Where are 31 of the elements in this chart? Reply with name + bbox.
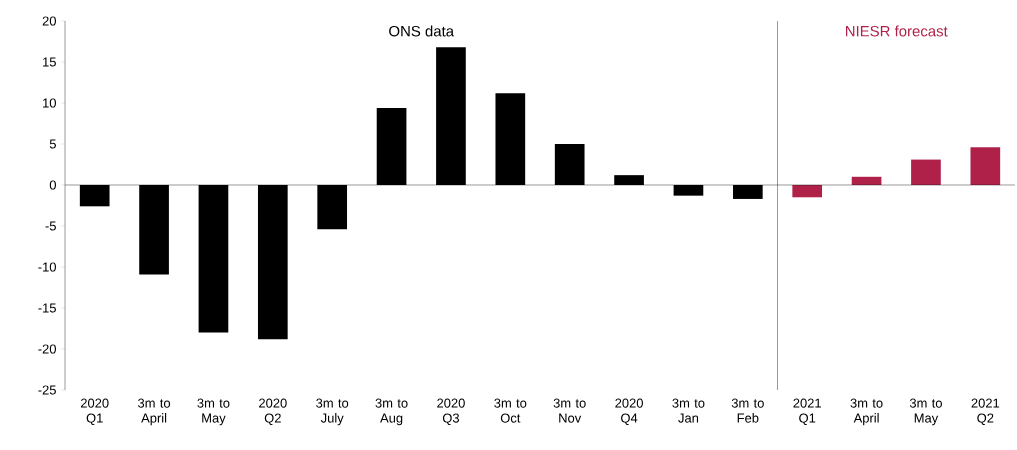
x-tick-label: 3m to Feb bbox=[731, 398, 764, 423]
x-tick-label: 3m to Nov bbox=[553, 398, 586, 423]
x-tick-label: 2020 Q3 bbox=[437, 398, 465, 425]
x-tick-label: 3m to Aug bbox=[375, 398, 408, 426]
y-tick-label: 15 bbox=[43, 57, 56, 67]
y-tick-label: 5 bbox=[49, 139, 56, 149]
x-tick-label: 2021 Q1 bbox=[793, 398, 821, 425]
x-tick-label: 3m to May bbox=[197, 398, 230, 426]
x-tick-label: 3m to April bbox=[850, 398, 883, 426]
y-tick-label: -10 bbox=[38, 262, 56, 272]
bar bbox=[792, 185, 823, 198]
y-tick-label: -25 bbox=[38, 385, 56, 395]
y-tick-label: 20 bbox=[42, 16, 56, 26]
x-tick-label: 2020 Q4 bbox=[615, 398, 643, 425]
y-tick-label: -15 bbox=[38, 303, 56, 313]
bar bbox=[970, 147, 1001, 185]
x-tick-label: 3m to Oct bbox=[494, 398, 527, 423]
x-tick-label: 3m to April bbox=[138, 398, 171, 426]
x-tick-label: 3m to Jan bbox=[672, 398, 705, 423]
annotation: ONS data bbox=[389, 25, 455, 37]
x-tick-label: 3m to July bbox=[316, 398, 349, 426]
y-tick-label: 0 bbox=[49, 180, 56, 190]
y-tick-label: -5 bbox=[45, 221, 56, 231]
y-tick-label: -20 bbox=[38, 344, 56, 354]
x-tick-label: 3m to May bbox=[909, 398, 942, 426]
y-tick-label: 10 bbox=[43, 98, 56, 108]
x-tick-label: 2020 Q1 bbox=[80, 398, 109, 425]
x-tick-label: 2021 Q2 bbox=[971, 398, 1000, 425]
bar bbox=[911, 159, 941, 185]
x-tick-label: 2020 Q2 bbox=[259, 398, 287, 425]
annotation: NIESR forecast bbox=[845, 25, 948, 37]
